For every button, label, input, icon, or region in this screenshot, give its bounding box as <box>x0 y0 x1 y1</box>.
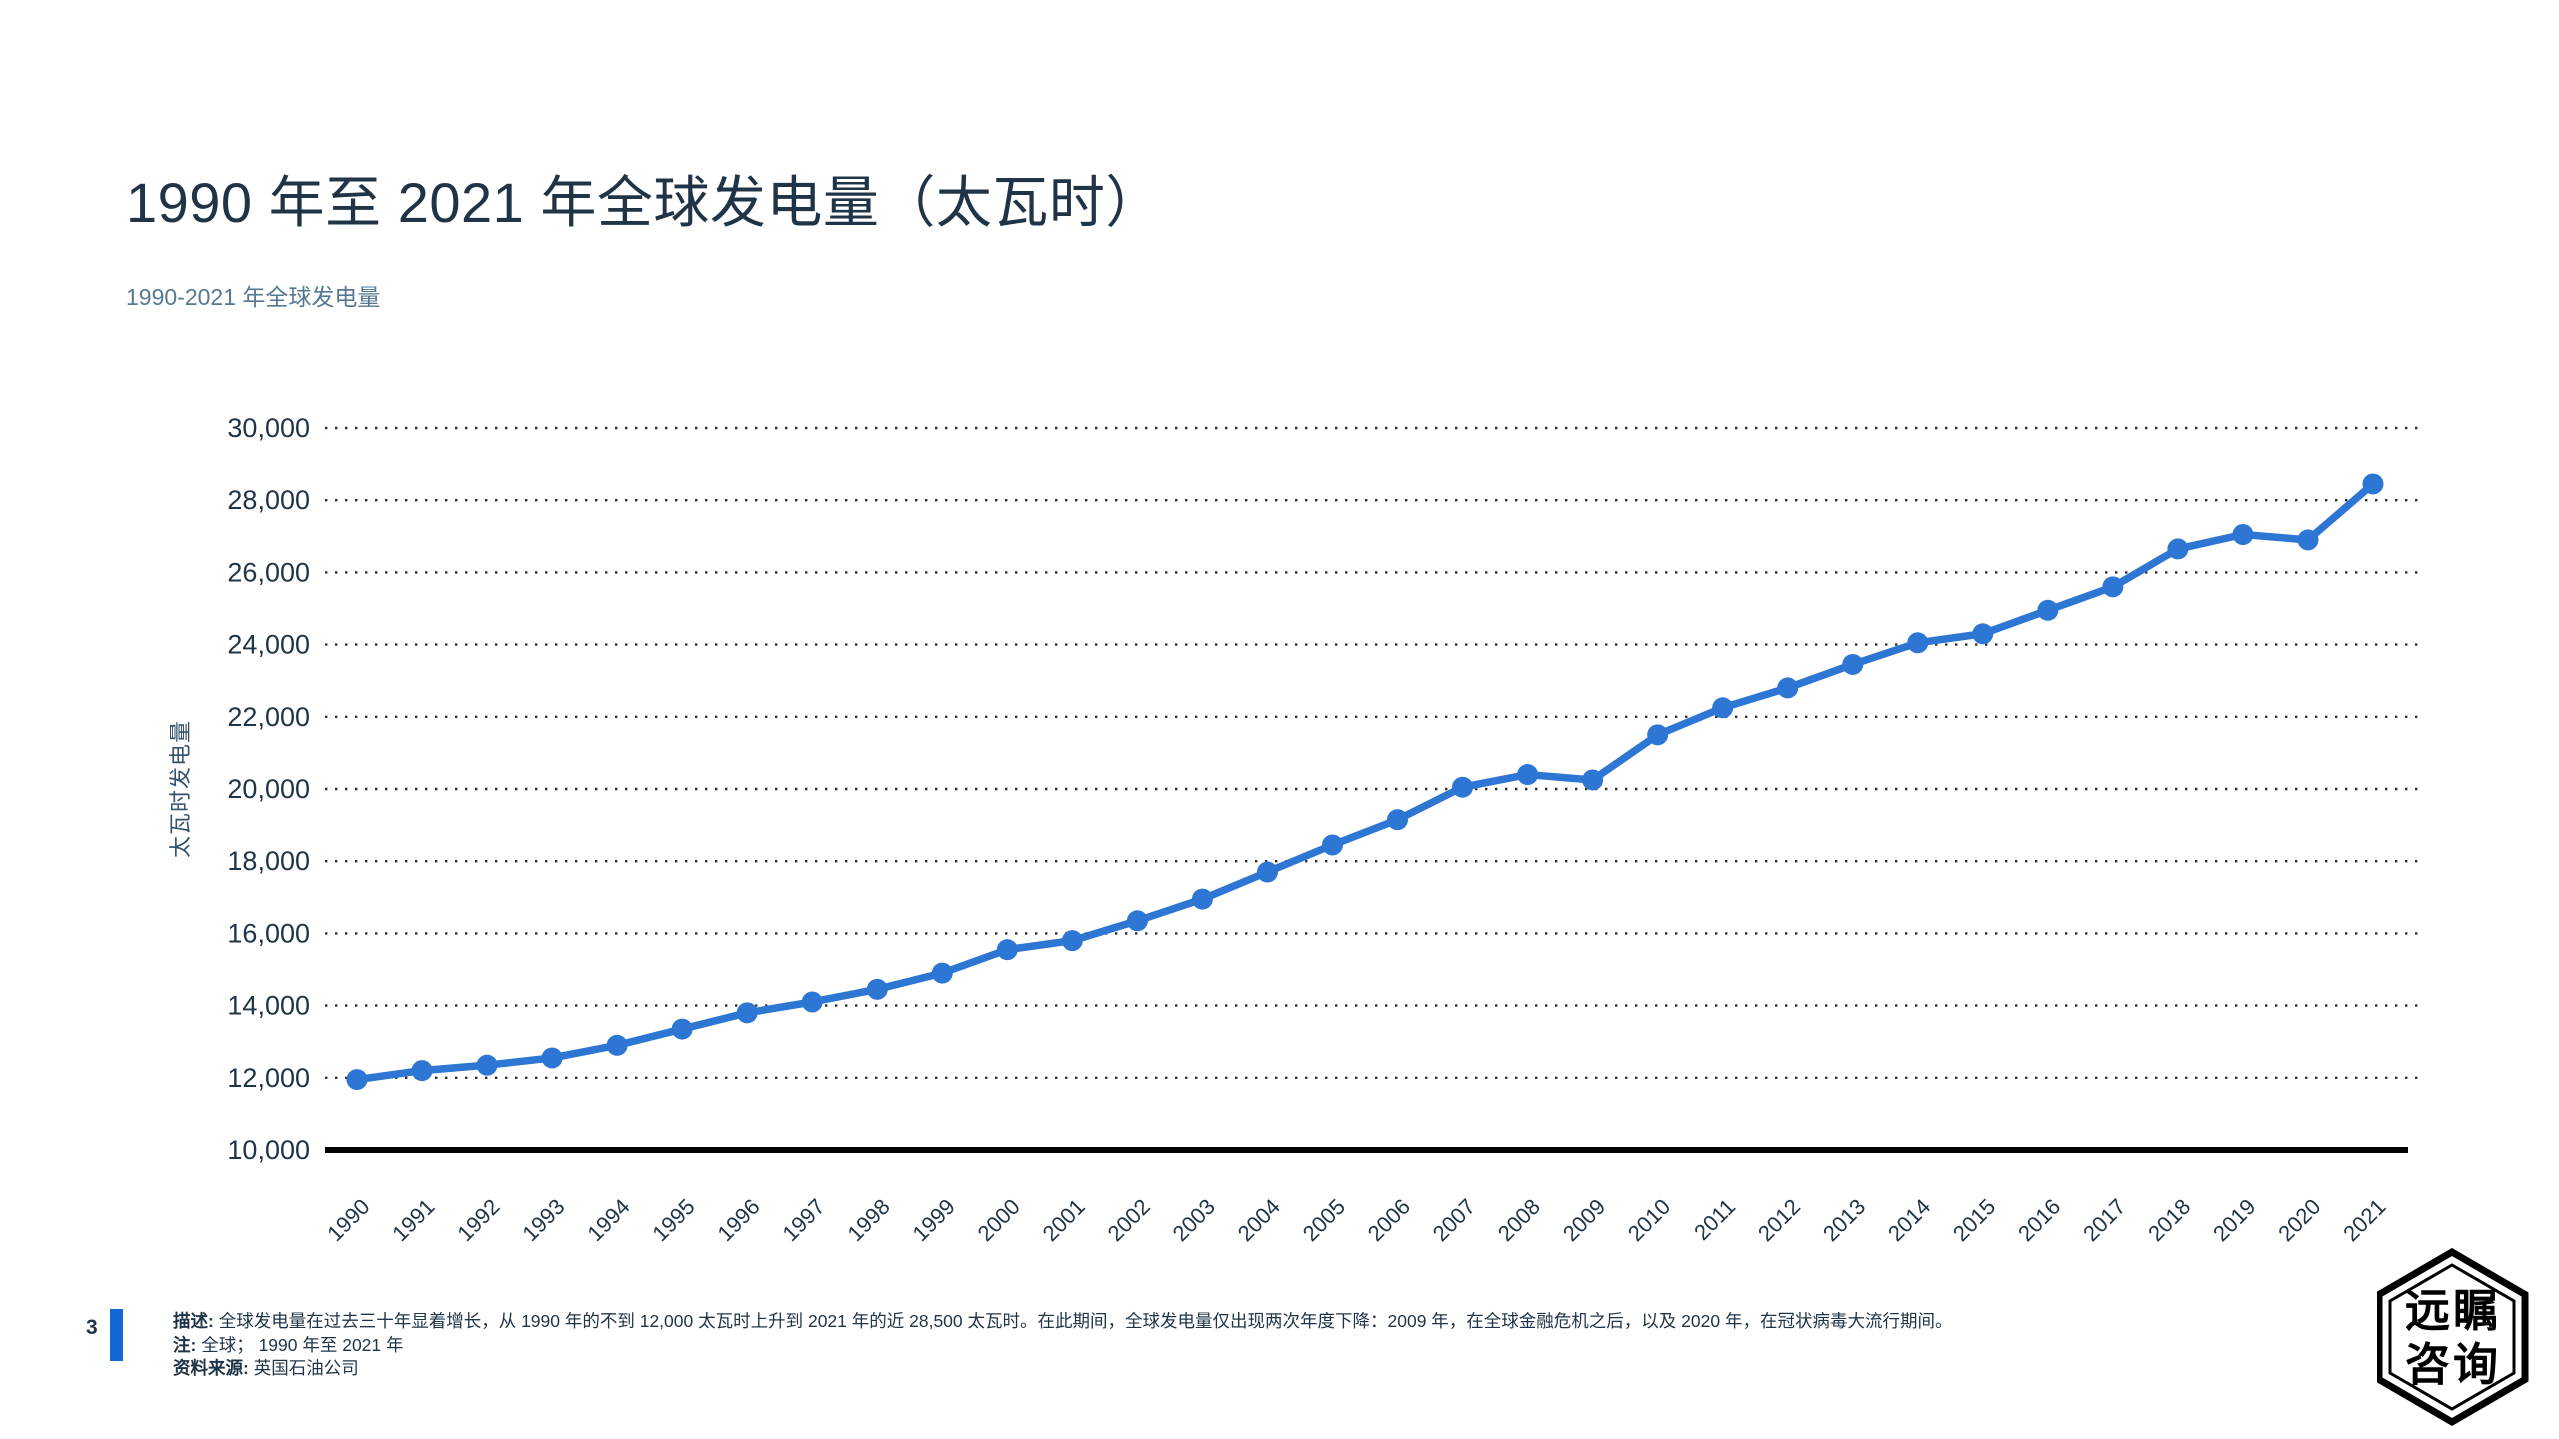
x-tick-label: 2011 <box>1689 1194 1740 1245</box>
x-tick-label: 2015 <box>1948 1194 2000 1246</box>
y-tick-label: 16,000 <box>227 918 310 948</box>
x-tick-label: 1991 <box>387 1194 439 1246</box>
y-tick-label: 10,000 <box>227 1135 310 1165</box>
data-point <box>1842 653 1864 675</box>
page-title: 1990 年至 2021 年全球发电量（太瓦时） <box>126 171 1162 234</box>
data-point <box>346 1069 368 1091</box>
data-point <box>1256 861 1278 883</box>
x-tick-label: 1994 <box>582 1194 634 1246</box>
y-tick-label: 14,000 <box>227 991 310 1021</box>
description-text: 全球发电量在过去三十年显着增长，从 1990 年的不到 12,000 太瓦时上升… <box>218 1311 1953 1331</box>
company-logo: 远瞩 咨询 <box>2377 1248 2529 1427</box>
data-line <box>353 480 2377 1084</box>
x-tick-label: 2017 <box>2078 1194 2130 1246</box>
data-point <box>1321 834 1343 856</box>
data-point <box>2037 599 2059 621</box>
data-point <box>671 1018 693 1040</box>
x-tick-label: 2008 <box>1493 1194 1545 1246</box>
y-tick-label: 22,000 <box>227 702 310 732</box>
logo-text-line2: 咨询 <box>2405 1338 2501 1391</box>
data-point <box>1907 632 1929 654</box>
x-tick-label: 2021 <box>2338 1194 2390 1246</box>
x-tick-label: 2001 <box>1038 1194 1090 1246</box>
data-point <box>541 1047 563 1069</box>
data-point <box>1061 930 1083 952</box>
note-text: 全球； 1990 年至 2021 年 <box>201 1334 404 1355</box>
data-point <box>1126 910 1148 932</box>
description-label: 描述: <box>173 1311 214 1331</box>
data-point <box>736 1002 758 1024</box>
data-point <box>1972 623 1994 645</box>
x-tick-label: 2010 <box>1623 1194 1675 1246</box>
x-tick-label: 2018 <box>2143 1194 2195 1246</box>
data-point <box>1647 724 1669 746</box>
x-tick-label: 2002 <box>1103 1194 1155 1246</box>
x-tick-label: 1993 <box>517 1194 569 1246</box>
x-tick-label: 1992 <box>452 1194 504 1246</box>
data-point <box>2167 538 2189 560</box>
x-tick-label: 1996 <box>712 1194 764 1246</box>
x-tick-label: 1997 <box>777 1194 829 1246</box>
data-point <box>1387 809 1409 831</box>
x-tick-label: 1999 <box>908 1194 960 1246</box>
x-tick-label: 2012 <box>1753 1194 1805 1246</box>
footer-description-line: 描述: 全球发电量在过去三十年显着增长，从 1990 年的不到 12,000 太… <box>173 1310 1952 1334</box>
data-point <box>2297 529 2319 551</box>
source-label: 资料来源: <box>173 1358 249 1378</box>
data-point <box>1712 697 1734 719</box>
x-tick-label: 2009 <box>1558 1194 1610 1246</box>
data-point <box>1777 677 1799 699</box>
logo-text-line1: 远瞩 <box>2405 1284 2501 1337</box>
x-tick-label: 2014 <box>1883 1194 1935 1246</box>
x-tick-label: 2016 <box>2013 1194 2065 1246</box>
footer-notes: 描述: 全球发电量在过去三十年显着增长，从 1990 年的不到 12,000 太… <box>173 1310 1952 1381</box>
logo-hexagon-outer <box>2377 1248 2529 1427</box>
data-point <box>411 1060 433 1082</box>
source-text: 英国石油公司 <box>253 1358 359 1378</box>
footer: 3 描述: 全球发电量在过去三十年显着增长，从 1990 年的不到 12,000… <box>0 1304 2559 1394</box>
data-point <box>996 939 1018 961</box>
y-tick-label: 24,000 <box>227 630 310 660</box>
x-tick-label: 2007 <box>1428 1194 1480 1246</box>
data-point <box>801 991 823 1013</box>
y-tick-label: 28,000 <box>227 485 310 515</box>
x-tick-label: 2020 <box>2273 1194 2325 1246</box>
data-point <box>866 978 888 1000</box>
y-tick-label: 26,000 <box>227 557 310 587</box>
x-tick-label: 2003 <box>1168 1194 1220 1246</box>
y-axis-title: 太瓦时发电量 <box>168 720 193 858</box>
data-point <box>2232 523 2254 545</box>
footer-note-line: 注: 全球； 1990 年至 2021 年 <box>173 1334 1952 1358</box>
chart-subtitle: 1990-2021 年全球发电量 <box>126 284 381 310</box>
data-point <box>2102 576 2124 598</box>
x-tick-label: 1995 <box>647 1194 699 1246</box>
line-chart: 10,000 12,000 14,000 16,000 18,000 20,000 22,0… <box>168 413 2422 1246</box>
logo-hexagon-inner <box>2388 1263 2516 1411</box>
data-point <box>1191 888 1213 910</box>
x-tick-label: 1998 <box>843 1194 895 1246</box>
x-tick-label: 2019 <box>2208 1194 2260 1246</box>
footer-accent-bar <box>110 1309 123 1361</box>
data-point <box>476 1054 498 1076</box>
data-point <box>1582 769 1604 791</box>
x-tick-label: 2006 <box>1363 1194 1415 1246</box>
y-tick-label: 20,000 <box>227 774 310 804</box>
note-label: 注: <box>173 1334 197 1355</box>
data-point <box>1517 764 1539 786</box>
data-point <box>1452 776 1474 798</box>
data-point <box>931 962 953 984</box>
x-tick-label: 2005 <box>1298 1194 1350 1246</box>
y-tick-label: 18,000 <box>227 846 310 876</box>
data-point <box>2362 473 2384 495</box>
data-point <box>606 1034 628 1056</box>
x-tick-label: 2013 <box>1818 1194 1870 1246</box>
x-tick-label: 2000 <box>973 1194 1025 1246</box>
y-tick-label: 30,000 <box>227 413 310 443</box>
y-tick-label: 12,000 <box>227 1063 310 1093</box>
footer-source-line: 资料来源: 英国石油公司 <box>173 1357 1952 1381</box>
page-number: 3 <box>86 1316 98 1339</box>
x-tick-label: 2004 <box>1233 1194 1285 1246</box>
x-tick-label: 1990 <box>322 1194 374 1246</box>
